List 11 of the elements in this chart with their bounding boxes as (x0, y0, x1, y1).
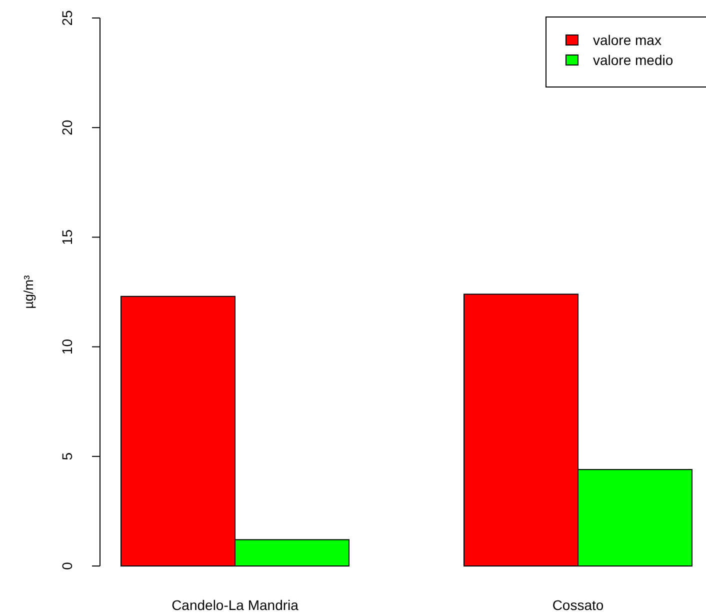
y-axis-title: µg/m³ (21, 274, 36, 309)
x-tick-label: Cossato (552, 597, 604, 613)
y-tick-label: 10 (59, 338, 75, 355)
y-tick-label: 25 (59, 10, 75, 26)
x-tick-label: Candelo-La Mandria (172, 597, 299, 613)
legend-label: valore max (593, 32, 662, 48)
y-tick-label: 20 (59, 120, 75, 136)
y-tick-label: 5 (59, 452, 75, 460)
y-tick-label: 0 (59, 562, 75, 570)
y-tick-label: 15 (59, 229, 75, 245)
legend-label: valore medio (593, 52, 674, 68)
